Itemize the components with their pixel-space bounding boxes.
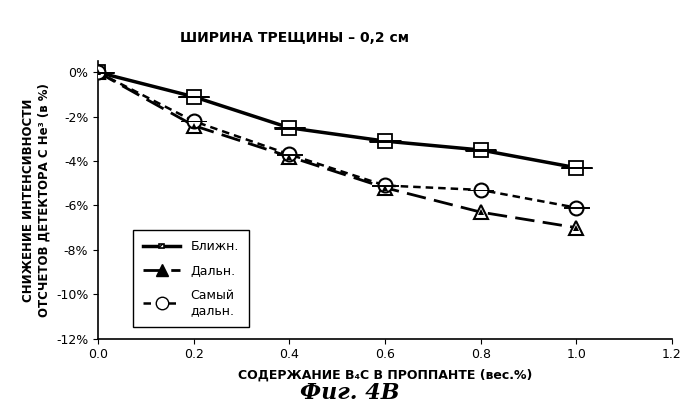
Legend: Ближн., Дальн., Самый
дальн.: Ближн., Дальн., Самый дальн. xyxy=(133,231,248,327)
Text: Фиг. 4В: Фиг. 4В xyxy=(300,382,400,404)
X-axis label: СОДЕРЖАНИЕ B₄C В ПРОППАНТЕ (вес.%): СОДЕРЖАНИЕ B₄C В ПРОППАНТЕ (вес.%) xyxy=(238,368,532,381)
Y-axis label: СНИЖЕНИЕ ИНТЕНСИВНОСТИ
ОТСЧЕТОВ ДЕТЕКТОРА С He³ (в %): СНИЖЕНИЕ ИНТЕНСИВНОСТИ ОТСЧЕТОВ ДЕТЕКТОР… xyxy=(22,83,50,317)
Text: ШИРИНА ТРЕЩИНЫ – 0,2 см: ШИРИНА ТРЕЩИНЫ – 0,2 см xyxy=(179,31,409,45)
